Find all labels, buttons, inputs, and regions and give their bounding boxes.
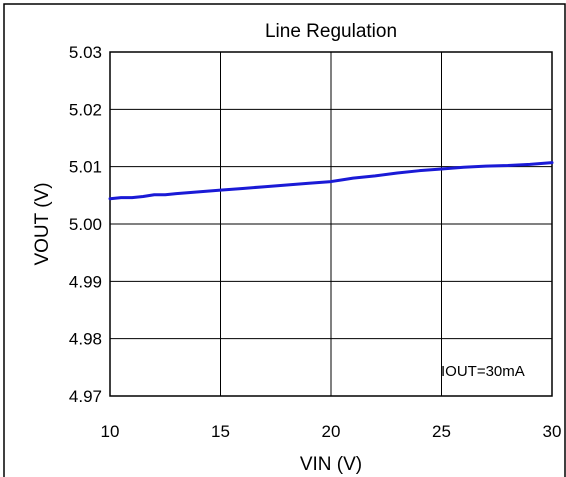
y-axis-label: VOUT (V) [32, 182, 53, 265]
y-tick-label: 5.00 [69, 215, 102, 234]
x-tick-label: 20 [322, 422, 341, 441]
series-layer [108, 161, 554, 201]
x-tick-label: 15 [211, 422, 230, 441]
y-tick-label: 4.99 [69, 272, 102, 291]
x-tick-label: 30 [543, 422, 562, 441]
x-axis-label: VIN (V) [300, 454, 362, 475]
x-tick-label: 10 [101, 422, 120, 441]
tick-labels: 10 15 20 25 30 4.97 4.98 4.99 5.00 5.01 5.02 5.03 [69, 43, 562, 441]
series-line [108, 161, 554, 201]
y-tick-label: 4.98 [69, 330, 102, 349]
y-tick-label: 5.03 [69, 43, 102, 62]
y-tick-label: 5.02 [69, 100, 102, 119]
chart-title: Line Regulation [265, 21, 397, 42]
grid-lines [110, 52, 552, 396]
iout-annotation: IOUT=30mA [441, 363, 525, 380]
y-tick-label: 4.97 [69, 387, 102, 406]
y-tick-label: 5.01 [69, 158, 102, 177]
x-tick-label: 25 [432, 422, 451, 441]
